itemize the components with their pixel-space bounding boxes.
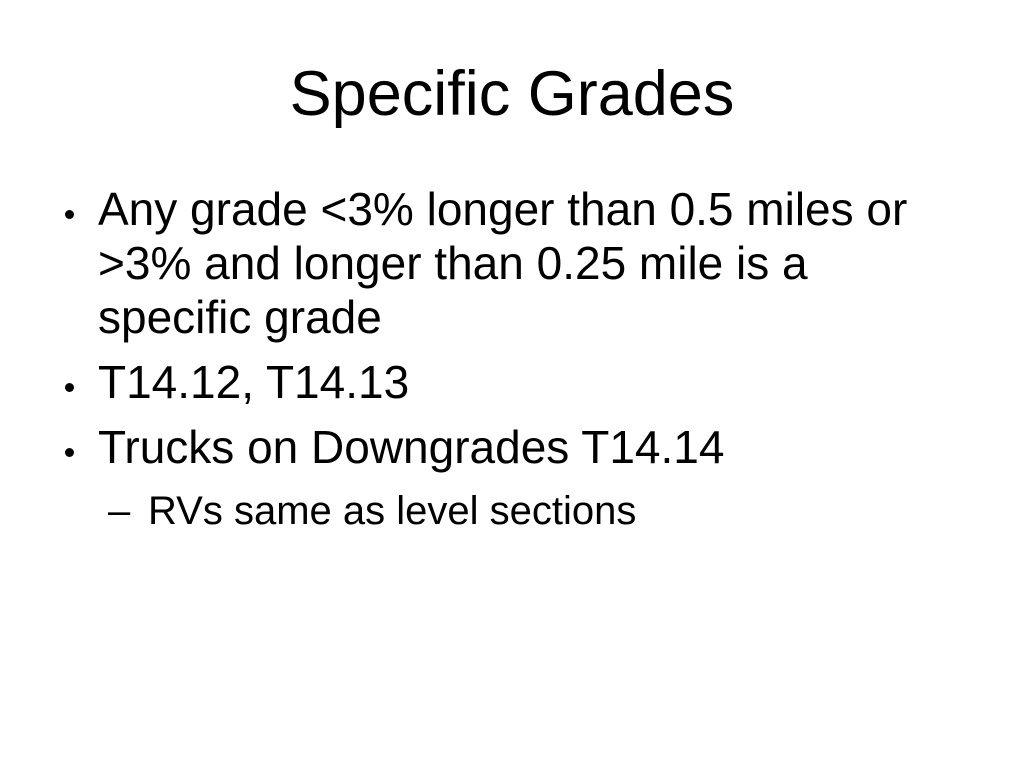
dash-icon: – [108, 489, 131, 533]
slide-title: Specific Grades [289, 59, 735, 129]
bullet-item: T14.12, T14.13 [64, 355, 944, 409]
bullet-text: T14.12, T14.13 [98, 356, 410, 408]
bullet-dot-icon [64, 355, 98, 409]
bullet-text: Trucks on Downgrades T14.14 [98, 421, 725, 473]
sub-bullet-text: RVs same as level sections [148, 489, 637, 533]
bullet-dot-icon [64, 420, 98, 474]
bullet-item: Trucks on Downgrades T14.14 [64, 420, 944, 474]
bullet-list: Any grade <3% longer than 0.5 miles or >… [64, 182, 944, 535]
bullet-dot-shape [65, 210, 74, 219]
bullet-item: Any grade <3% longer than 0.5 miles or >… [64, 182, 944, 344]
sub-bullet-item: – RVs same as level sections [64, 487, 944, 535]
bullet-dot-shape [65, 383, 74, 392]
bullet-text: Any grade <3% longer than 0.5 miles or >… [98, 183, 908, 343]
bullet-dot-icon [64, 182, 98, 236]
bullet-dot-shape [65, 448, 74, 457]
